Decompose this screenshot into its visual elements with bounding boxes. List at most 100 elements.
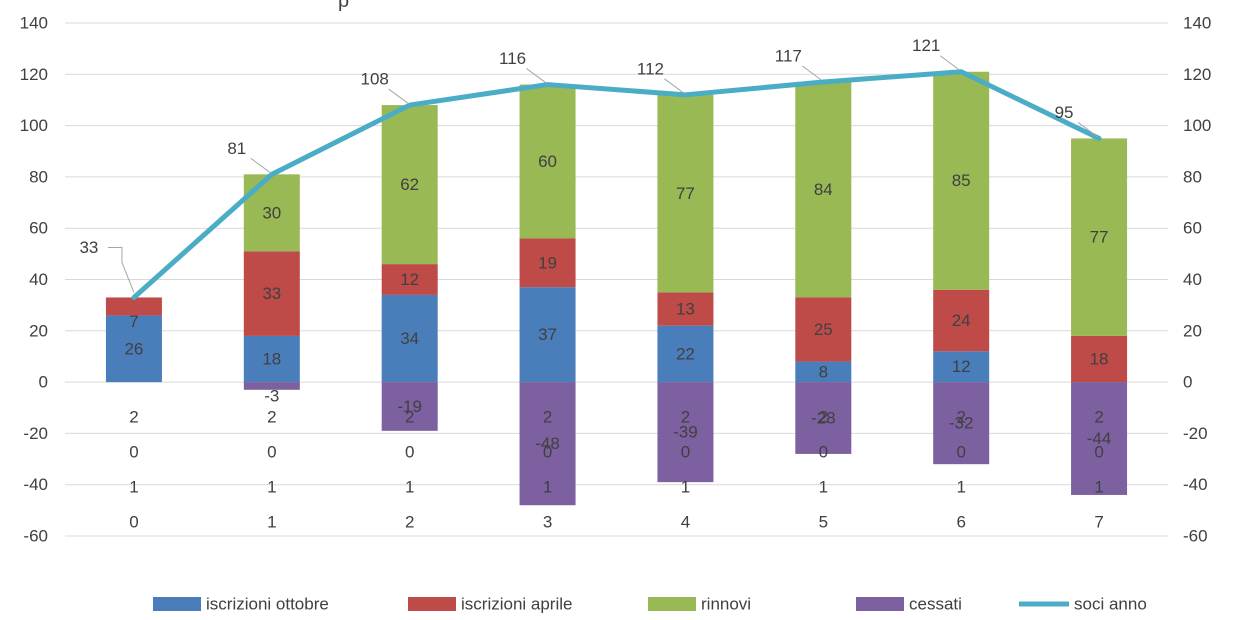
category-group-label: 1 (1094, 478, 1103, 497)
bar-segment (657, 382, 714, 483)
bar-data-label: 13 (676, 299, 695, 318)
bar-segment (243, 382, 300, 390)
bar-data-label: -28 (811, 409, 836, 428)
leader-line (802, 65, 822, 81)
legend-swatch (648, 597, 696, 611)
category-group-label: 2 (819, 408, 828, 427)
x-tick-label: 7 (1094, 513, 1103, 532)
y2-tick-label: 0 (1183, 373, 1192, 392)
bar-segment (243, 174, 300, 252)
category-group-label: 0 (267, 443, 276, 462)
category-group-label: 2 (956, 408, 965, 427)
y2-tick-label: -40 (1183, 475, 1208, 494)
line-data-label: 112 (637, 59, 664, 78)
y-tick-label: 0 (39, 373, 48, 392)
bar-data-label: 77 (676, 184, 695, 203)
category-group-label: 0 (543, 443, 552, 462)
category-group-label: 0 (405, 443, 414, 462)
y-tick-label: 100 (20, 116, 48, 135)
bar-data-label: 18 (262, 350, 281, 369)
bar-segment (933, 351, 990, 383)
bar-data-label: 30 (262, 203, 281, 222)
category-group-label: 0 (1094, 443, 1103, 462)
y2-tick-label: 60 (1183, 219, 1202, 238)
y2-tick-label: 20 (1183, 321, 1202, 340)
bar-segment (795, 361, 852, 383)
x-tick-label: 4 (681, 513, 690, 532)
bar-segment (1071, 335, 1128, 383)
y2-tick-label: 80 (1183, 167, 1202, 186)
line-data-label: 33 (79, 238, 98, 257)
bar-data-label: 84 (814, 180, 833, 199)
bar-data-label: -39 (673, 423, 698, 442)
series-line-soci-anno (131, 69, 1102, 300)
category-group-label: 2 (1094, 408, 1103, 427)
y-tick-label: 40 (29, 270, 48, 289)
line-layer (131, 69, 1102, 300)
bar-data-label: 12 (400, 270, 419, 289)
category-group-label: 1 (267, 478, 276, 497)
bar-segment (105, 297, 162, 316)
bar-segment (381, 105, 438, 265)
bar-segment (243, 335, 300, 383)
bar-data-label: 33 (262, 284, 281, 303)
y-tick-label: -60 (23, 527, 48, 546)
category-group-label: 0 (956, 443, 965, 462)
line-data-label: 95 (1055, 103, 1074, 122)
grid-layer (65, 22, 1168, 537)
legend-swatch (153, 597, 201, 611)
leader-line (939, 55, 960, 71)
bar-segment (105, 315, 162, 383)
bar-data-label: 60 (538, 152, 557, 171)
bar-layer (105, 71, 1128, 506)
bar-data-label: 12 (952, 357, 971, 376)
leader-line (1077, 122, 1098, 137)
x-tick-label: 5 (819, 513, 828, 532)
bar-segment (657, 292, 714, 326)
bar-data-label: 37 (538, 325, 557, 344)
y2-tick-label: -60 (1183, 527, 1208, 546)
legend-swatch (408, 597, 456, 611)
bar-data-label: 34 (400, 329, 419, 348)
y2-tick-label: 100 (1183, 116, 1211, 135)
category-group-label: 0 (129, 443, 138, 462)
line-data-label: 81 (227, 139, 246, 158)
bar-segment (795, 382, 852, 454)
line-data-label: 116 (499, 49, 526, 68)
y-tick-label: 60 (29, 219, 48, 238)
chart-title-fragment: p (338, 0, 349, 12)
line-data-label: 108 (361, 70, 389, 89)
bar-segment (381, 264, 438, 295)
leader-line (664, 78, 684, 94)
bar-segment (933, 71, 990, 290)
leader-line (107, 246, 135, 293)
bar-data-label: -32 (949, 414, 974, 433)
bar-segment (381, 382, 438, 431)
bar-data-label: 22 (676, 344, 695, 363)
bar-segment (519, 238, 576, 288)
y2-tick-label: 40 (1183, 270, 1202, 289)
bar-segment (1071, 138, 1128, 336)
bar-data-label: 19 (538, 253, 557, 272)
legend-label: soci anno (1074, 595, 1147, 614)
bar-segment (243, 251, 300, 336)
bar-data-label: 77 (1090, 228, 1109, 247)
bar-segment (795, 81, 852, 298)
legend-label: cessati (909, 595, 962, 614)
x-tick-label: 1 (267, 513, 276, 532)
y2-tick-label: -20 (1183, 424, 1208, 443)
category-group-label: 1 (819, 478, 828, 497)
bar-segment (519, 84, 576, 239)
leader-line (388, 88, 408, 104)
legend-label: iscrizioni ottobre (206, 595, 329, 614)
category-group-label: 0 (819, 443, 828, 462)
line-data-label: 117 (775, 46, 802, 65)
category-group-label: 2 (129, 408, 138, 427)
category-group-label: 1 (681, 478, 690, 497)
category-group-label: 0 (681, 443, 690, 462)
y-tick-label: -40 (23, 475, 48, 494)
category-group-label: 1 (543, 478, 552, 497)
x-tick-label: 0 (129, 513, 138, 532)
